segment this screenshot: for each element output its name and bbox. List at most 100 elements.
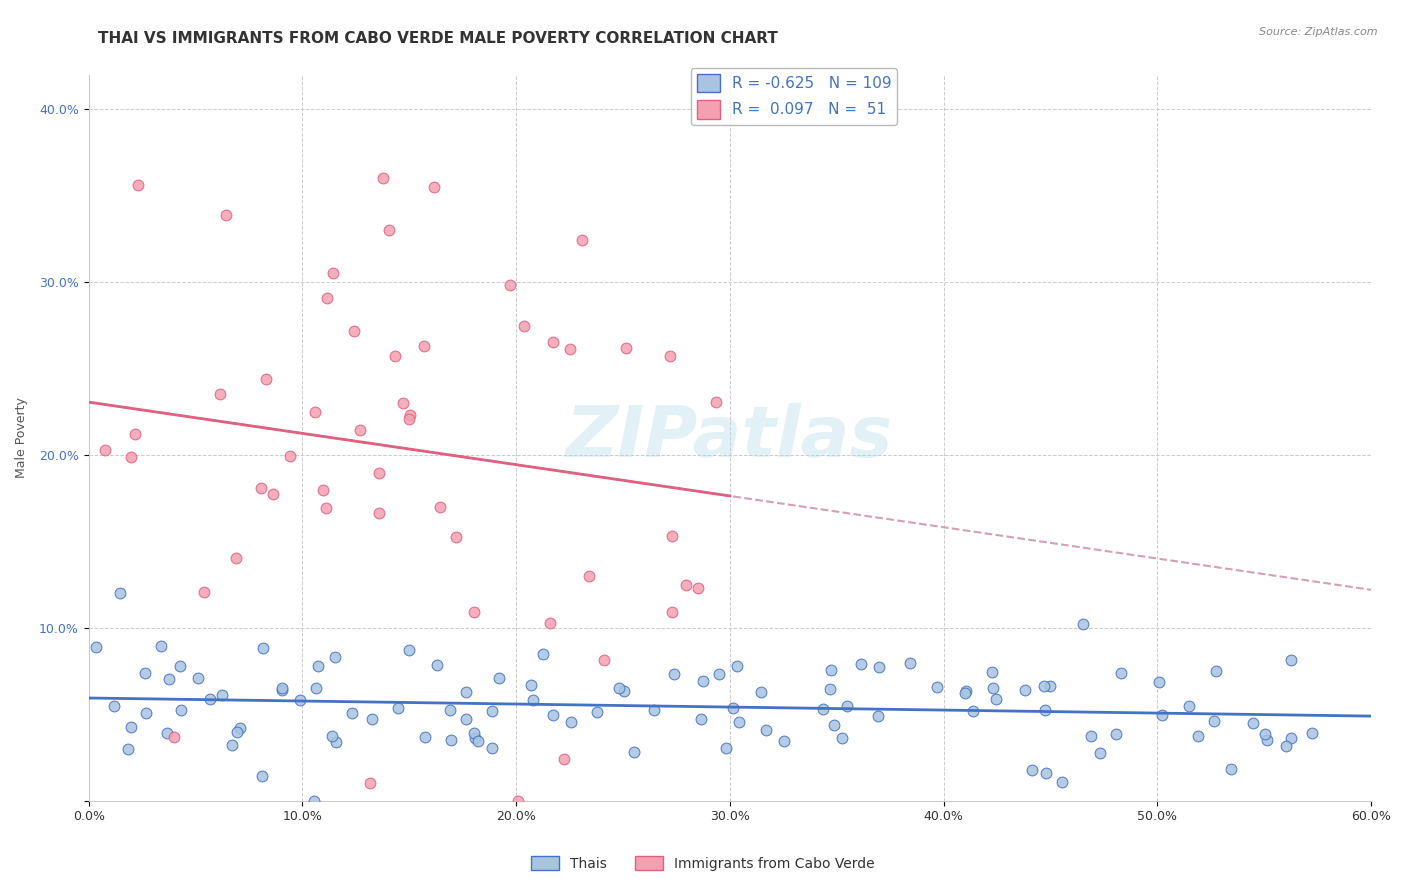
Point [1080, 729, 1102, 743]
Point [607, 681, 630, 695]
Point [689, 712, 711, 726]
Point [271, 681, 294, 696]
Point [399, 408, 422, 422]
Point [531, 647, 554, 661]
Point [342, 324, 364, 338]
Point [413, 339, 436, 353]
Point [1105, 727, 1128, 741]
Point [1274, 739, 1296, 753]
Point [110, 586, 132, 600]
Point [323, 649, 346, 664]
Point [755, 723, 778, 738]
Point [1071, 617, 1094, 632]
Point [423, 180, 446, 194]
Point [322, 266, 344, 280]
Point [643, 703, 665, 717]
Point [613, 684, 636, 698]
Point [221, 738, 243, 752]
Legend: R = -0.625   N = 109, R =  0.097   N =  51: R = -0.625 N = 109, R = 0.097 N = 51 [690, 68, 897, 125]
Point [312, 483, 335, 498]
Point [315, 501, 337, 516]
Point [1109, 665, 1132, 680]
Point [707, 667, 730, 681]
Point [398, 643, 420, 657]
Point [229, 721, 252, 735]
Point [367, 466, 389, 480]
Point [925, 680, 948, 694]
Point [304, 405, 326, 419]
Point [169, 658, 191, 673]
Point [1301, 726, 1323, 740]
Point [773, 734, 796, 748]
Point [513, 318, 536, 333]
Point [522, 692, 544, 706]
Point [371, 171, 394, 186]
Point [426, 657, 449, 672]
Point [316, 291, 339, 305]
Point [214, 208, 236, 222]
Point [120, 720, 142, 734]
Point [820, 663, 842, 677]
Point [1187, 729, 1209, 743]
Point [481, 740, 503, 755]
Point [488, 671, 510, 685]
Point [135, 706, 157, 720]
Point [623, 745, 645, 759]
Point [661, 605, 683, 619]
Point [305, 681, 328, 695]
Point [454, 713, 477, 727]
Point [103, 698, 125, 713]
Point [723, 701, 745, 715]
Point [1205, 664, 1227, 678]
Point [127, 178, 149, 192]
Point [444, 530, 467, 544]
Point [898, 656, 921, 670]
Point [226, 724, 249, 739]
Point [541, 707, 564, 722]
Text: THAI VS IMMIGRANTS FROM CABO VERDE MALE POVERTY CORRELATION CHART: THAI VS IMMIGRANTS FROM CABO VERDE MALE … [98, 31, 779, 46]
Point [288, 693, 311, 707]
Point [467, 734, 489, 748]
Point [271, 683, 294, 698]
Point [359, 776, 381, 790]
Point [1033, 679, 1056, 693]
Point [658, 349, 681, 363]
Point [962, 705, 984, 719]
Point [953, 686, 976, 700]
Point [868, 660, 890, 674]
Point [704, 395, 727, 409]
Point [307, 659, 329, 673]
Point [250, 769, 273, 783]
Point [1177, 699, 1199, 714]
Point [225, 550, 247, 565]
Point [499, 277, 522, 292]
Point [117, 742, 139, 756]
Point [1088, 746, 1111, 760]
Point [520, 678, 543, 692]
Point [818, 681, 841, 696]
Point [1241, 716, 1264, 731]
Point [349, 423, 371, 437]
Point [725, 658, 748, 673]
Point [413, 730, 436, 744]
Point [193, 585, 215, 599]
Point [463, 605, 485, 619]
Point [1014, 683, 1036, 698]
Point [1152, 707, 1174, 722]
Point [187, 671, 209, 685]
Point [541, 334, 564, 349]
Point [686, 582, 709, 596]
Point [440, 732, 463, 747]
Point [368, 506, 391, 520]
Point [157, 673, 180, 687]
Y-axis label: Male Poverty: Male Poverty [15, 397, 28, 478]
Point [837, 698, 859, 713]
Point [463, 726, 485, 740]
Point [250, 481, 273, 495]
Point [823, 718, 845, 732]
Point [1033, 703, 1056, 717]
Point [1050, 775, 1073, 789]
Point [439, 703, 461, 717]
Point [278, 449, 301, 463]
Point [464, 731, 486, 745]
